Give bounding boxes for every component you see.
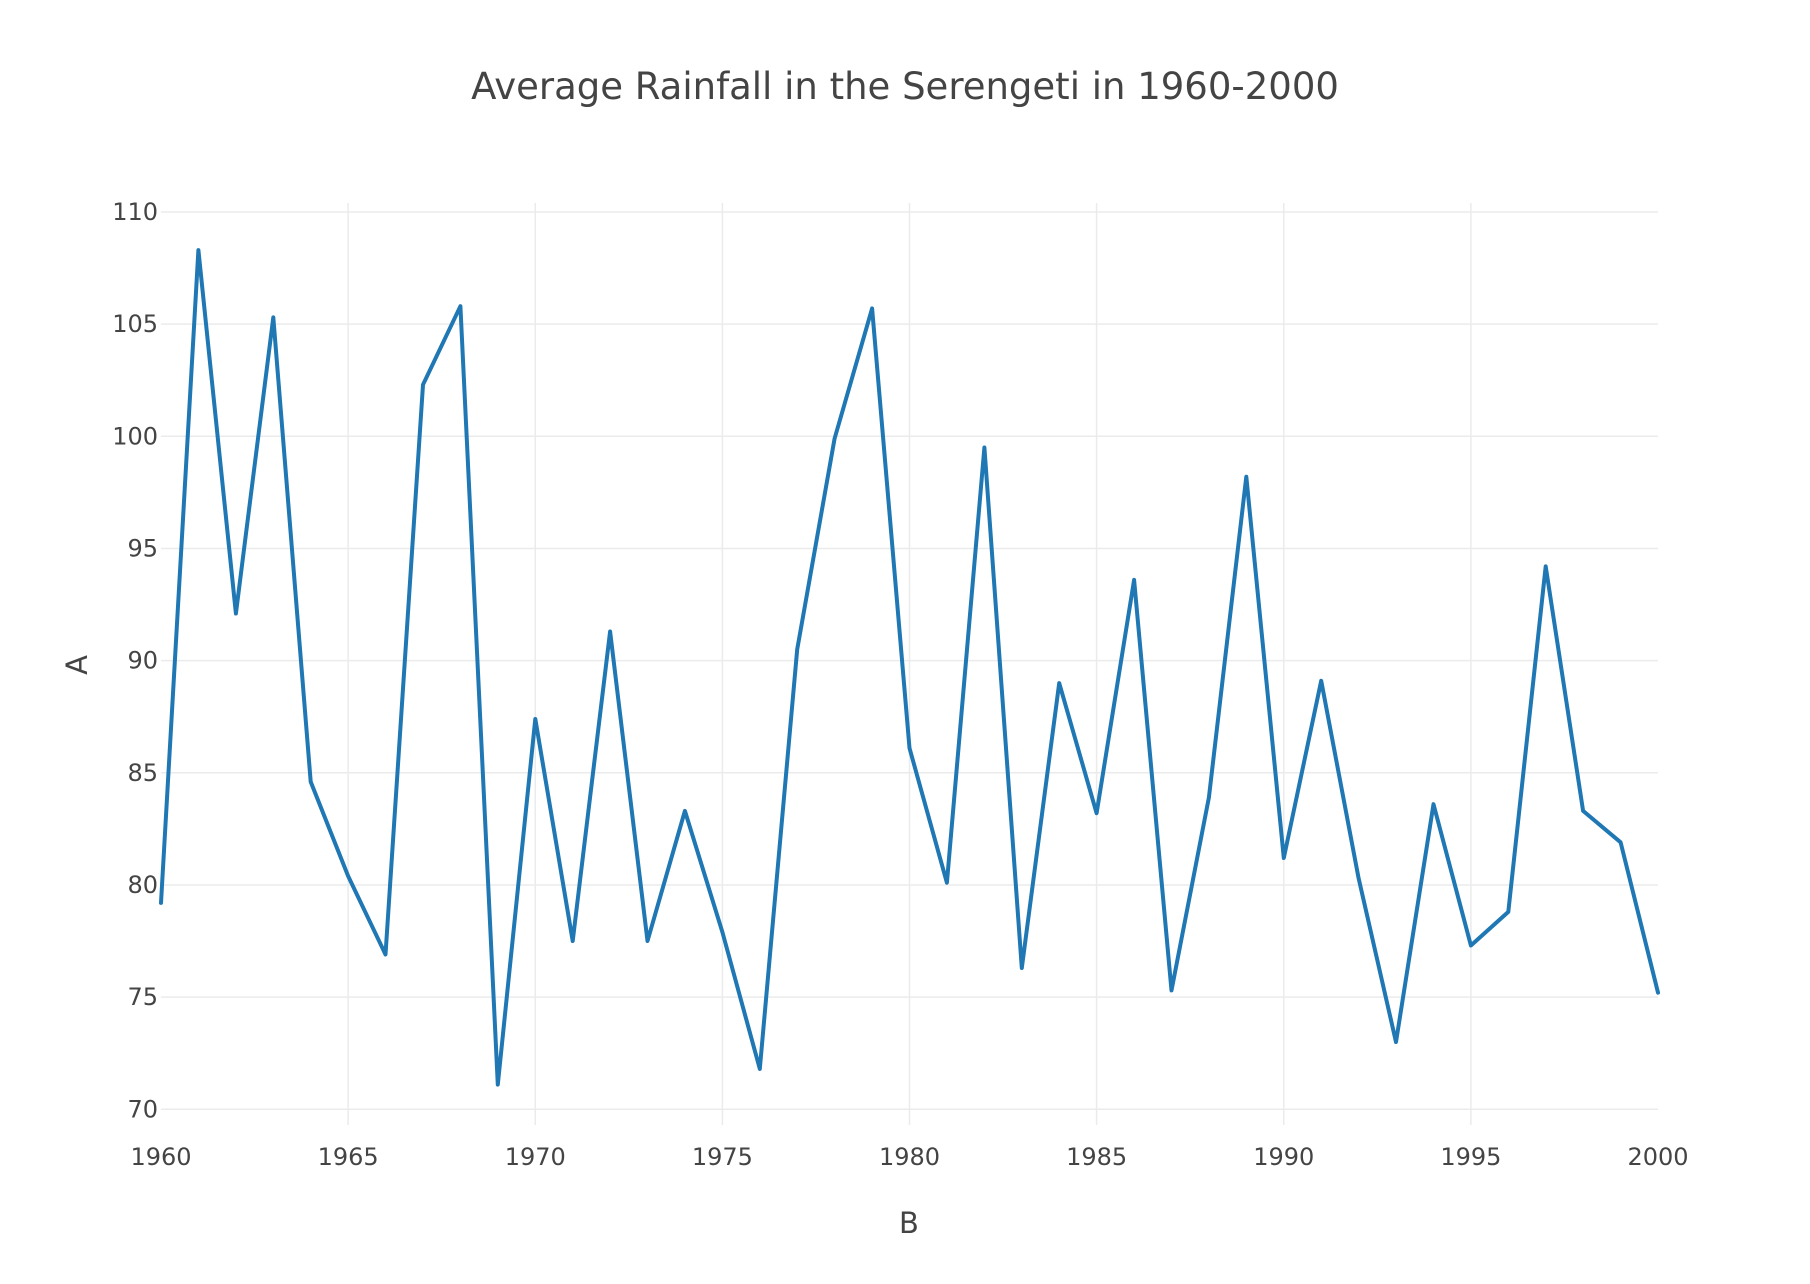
data-point-1969 [497,1084,499,1086]
x-tick-label-1975: 1975 [692,1143,753,1171]
y-tick-label-110: 110 [112,198,158,226]
series-layer [159,248,1660,1087]
data-point-1996 [1507,911,1509,913]
data-point-1983 [1021,967,1023,969]
y-tick-label-105: 105 [112,310,158,338]
data-point-1966 [385,954,387,956]
data-point-1982 [983,447,985,449]
data-point-1971 [572,940,574,942]
y-axis-title: A [60,655,94,675]
x-tick-label-1965: 1965 [318,1143,379,1171]
data-point-1987 [1170,989,1172,991]
data-point-1981 [946,882,948,884]
data-point-1975 [721,931,723,933]
data-point-1986 [1133,579,1135,581]
data-point-1977 [796,648,798,650]
data-point-1997 [1545,565,1547,567]
data-point-1980 [909,747,910,749]
data-point-2000 [1657,992,1659,994]
y-tick-label-95: 95 [127,534,158,562]
y-tick-label-90: 90 [127,647,158,675]
data-point-1999 [1620,841,1622,843]
data-point-1972 [609,630,611,632]
data-point-1968 [459,305,461,307]
y-tick-label-80: 80 [127,871,158,899]
data-point-1984 [1058,682,1060,684]
x-tick-label-1995: 1995 [1440,1143,1501,1171]
data-point-1960 [160,902,162,904]
data-point-1990 [1283,857,1285,859]
chart-title: Average Rainfall in the Serengeti in 196… [471,65,1339,108]
x-tick-label-1990: 1990 [1253,1143,1314,1171]
x-tick-label-1960: 1960 [130,1143,191,1171]
data-point-1967 [422,384,424,386]
data-point-1963 [272,316,274,318]
data-point-1973 [647,940,649,942]
y-axis-tick-labels: 70 75 80 85 90 95 100 105 110 [112,198,158,1123]
data-point-1979 [871,307,873,309]
y-tick-label-100: 100 [112,422,158,450]
data-point-1991 [1320,680,1322,682]
data-point-1962 [235,613,237,615]
data-point-1993 [1395,1041,1397,1043]
x-axis-tick-labels: 1960 1965 1970 1975 1980 1985 1990 1995 2000 [130,1143,1688,1171]
x-axis-title: B [899,1206,919,1240]
y-tick-label-75: 75 [127,983,158,1011]
grid-lines [161,203,1658,1125]
y-tick-label-70: 70 [127,1095,158,1123]
data-point-1974 [684,810,686,812]
x-tick-label-2000: 2000 [1627,1143,1688,1171]
data-point-1964 [310,781,312,783]
data-point-1998 [1582,810,1584,812]
data-point-1961 [197,249,199,251]
data-point-1988 [1208,796,1210,798]
data-point-1965 [347,875,349,877]
data-point-1970 [534,718,536,720]
y-tick-label-85: 85 [127,759,158,787]
data-point-1995 [1470,945,1472,947]
data-point-1989 [1245,476,1247,478]
data-point-1978 [834,438,836,440]
data-point-1994 [1432,803,1434,805]
x-tick-label-1970: 1970 [505,1143,566,1171]
x-tick-label-1980: 1980 [879,1143,940,1171]
data-point-1976 [759,1068,761,1070]
data-point-1992 [1358,877,1360,879]
data-point-1985 [1096,812,1098,814]
x-tick-label-1985: 1985 [1066,1143,1127,1171]
